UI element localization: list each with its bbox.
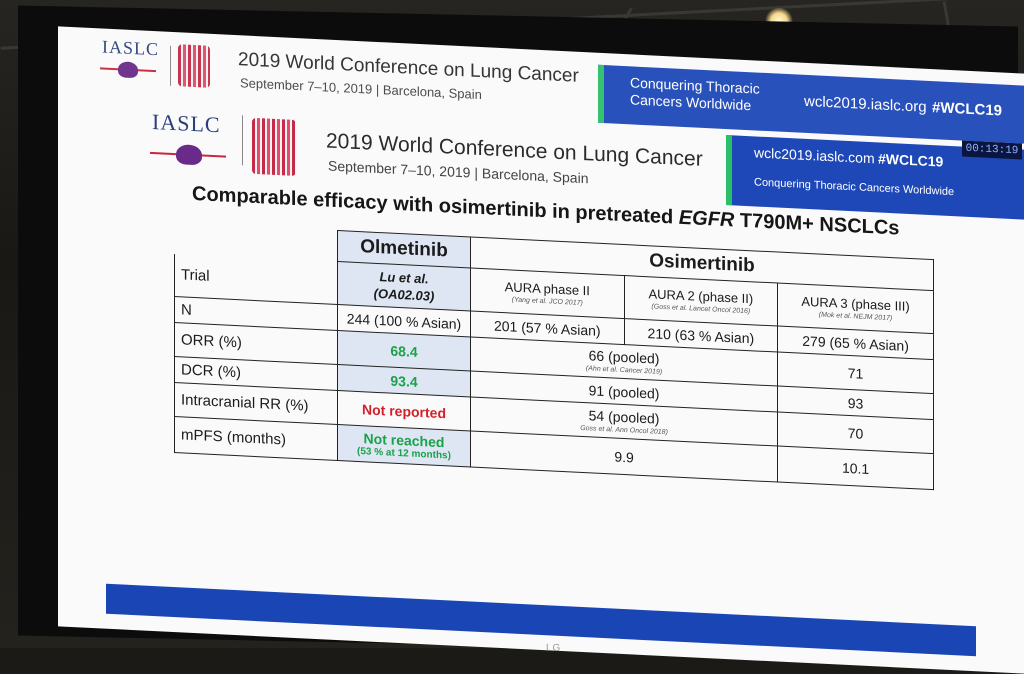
slide-title-suffix: T790M+ NSCLCs <box>739 209 900 240</box>
cathedral-icon <box>178 44 210 88</box>
divider <box>242 115 243 166</box>
cell: 10.1 <box>777 446 934 490</box>
aura2-header: AURA 2 (phase II) (Goss et al. Lancet On… <box>624 275 778 327</box>
lungs-icon <box>118 61 138 79</box>
efficacy-table: Olmetinib Osimertinib Trial Lu et al. (O… <box>174 222 934 490</box>
cathedral-icon <box>252 117 296 176</box>
tagline: Conquering Thoracic Cancers Worldwide <box>754 176 955 199</box>
tv-brand-logo: LG <box>546 642 562 654</box>
conference-info-box: 00:13:19 wclc2019.iaslc.com #WCLC19 Conq… <box>726 135 1024 221</box>
website: wclc2019.iaslc.org <box>804 92 927 116</box>
cell: Not reached (53 % at 12 months) <box>337 424 471 468</box>
hashtag: #WCLC19 <box>932 99 1003 120</box>
hashtag: #WCLC19 <box>878 150 944 170</box>
divider <box>170 45 171 86</box>
lu-cell: Lu et al. (OA02.03) <box>337 261 471 312</box>
row-label: mPFS (months) <box>174 416 338 461</box>
aura3-header: AURA 3 (phase III) (Mok et al. NEJM 2017… <box>777 283 934 334</box>
tv-monitor: IASLC 2019 World Conference on Lung Canc… <box>18 5 1024 674</box>
iaslc-logo-text: IASLC <box>152 108 221 138</box>
website: wclc2019.iaslc.com <box>754 144 875 167</box>
iaslc-logo-text: IASLC <box>102 36 160 60</box>
aura-p2-header: AURA phase II (Yang et al. JCO 2017) <box>470 268 625 319</box>
countdown-clock: 00:13:19 <box>962 140 1022 160</box>
tagline: Conquering Thoracic Cancers Worldwide <box>630 74 760 114</box>
slide-screen: IASLC 2019 World Conference on Lung Canc… <box>58 26 1024 674</box>
lungs-icon <box>176 144 202 166</box>
slide-title-gene: EGFR <box>678 206 735 232</box>
